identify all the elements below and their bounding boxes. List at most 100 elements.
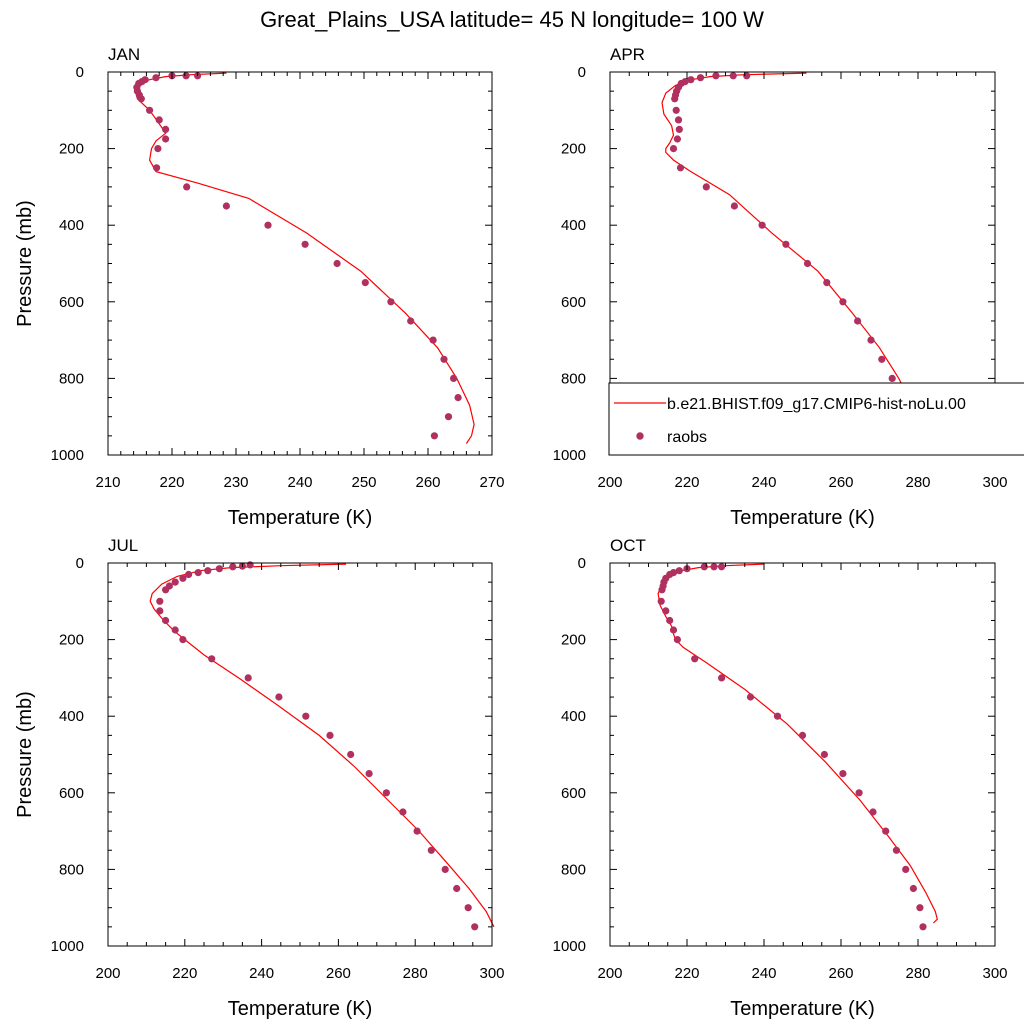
y-tick-label: 1000 <box>553 938 586 955</box>
obs-point <box>782 240 790 248</box>
panel-label: OCT <box>610 536 646 555</box>
obs-point <box>675 567 683 575</box>
x-tick-label: 300 <box>982 474 1007 491</box>
obs-point <box>194 569 202 577</box>
obs-point <box>464 904 472 912</box>
x-tick-label: 200 <box>95 965 120 982</box>
obs-point <box>302 712 310 720</box>
y-axis-label: Pressure (mb) <box>14 691 36 818</box>
obs-point <box>773 712 782 720</box>
obs-point <box>854 317 862 325</box>
obs-point <box>855 789 863 797</box>
y-tick-label: 1000 <box>51 938 84 955</box>
y-tick-label: 400 <box>561 708 586 725</box>
obs-point <box>183 183 191 191</box>
obs-point <box>222 202 230 210</box>
obs-point <box>179 636 187 644</box>
obs-point <box>671 95 679 103</box>
y-tick-label: 200 <box>59 141 84 158</box>
obs-point <box>823 279 831 287</box>
obs-point <box>674 116 683 124</box>
y-tick-label: 400 <box>59 708 84 725</box>
x-tick-label: 270 <box>479 474 504 491</box>
panel-label: JUL <box>108 536 138 555</box>
obs-point <box>916 904 924 912</box>
y-tick-label: 0 <box>578 64 586 81</box>
obs-point <box>710 563 718 571</box>
obs-point <box>429 336 437 344</box>
x-axis-label: Temperature (K) <box>730 507 875 529</box>
obs-point <box>676 164 685 172</box>
x-tick-label: 260 <box>415 474 440 491</box>
x-tick-label: 260 <box>828 474 853 491</box>
obs-point <box>162 135 170 143</box>
obs-point <box>867 336 875 344</box>
y-tick-label: 400 <box>59 217 84 234</box>
y-tick-label: 0 <box>76 555 84 572</box>
obs-point <box>427 846 435 854</box>
panel-jul: 200 220 240 260 280 300 0 200 400 600 800 1000 JUL Te… <box>14 536 505 1020</box>
obs-point <box>820 750 829 759</box>
obs-point <box>675 125 683 133</box>
obs-point <box>162 616 170 625</box>
x-tick-label: 240 <box>751 474 776 491</box>
obs-point <box>658 586 666 594</box>
x-tick-label: 220 <box>159 474 184 491</box>
obs-point <box>888 374 896 382</box>
y-tick-label: 200 <box>561 632 586 649</box>
obs-point <box>666 616 674 625</box>
x-tick-label: 300 <box>479 965 504 982</box>
obs-point <box>179 574 187 582</box>
obs-point <box>441 865 449 874</box>
y-tick-label: 0 <box>76 64 84 81</box>
x-tick-label: 280 <box>905 474 930 491</box>
x-tick-label: 300 <box>982 965 1007 982</box>
obs-point <box>687 76 695 84</box>
panel-jan: 210 220 230 240 250 260 270 0 200 400 600 800 1000 JA… <box>14 45 505 529</box>
panel-label: APR <box>610 45 645 64</box>
y-tick-label: 600 <box>59 294 84 311</box>
obs-point <box>387 298 395 306</box>
obs-point <box>450 374 458 382</box>
obs-point <box>440 355 448 363</box>
obs-point <box>798 731 807 740</box>
obs-point <box>208 655 216 663</box>
obs-point <box>154 145 162 153</box>
obs-point <box>892 846 901 854</box>
obs-point <box>673 636 682 644</box>
obs-point <box>382 789 390 797</box>
figure-title: Great_Plains_USA latitude= 45 N longitud… <box>260 7 764 32</box>
x-tick-label: 240 <box>751 965 776 982</box>
obs-point <box>156 597 164 605</box>
x-tick-label: 280 <box>403 965 428 982</box>
x-tick-label: 210 <box>95 474 120 491</box>
panel-apr: 200 220 240 260 280 300 0 200 400 600 800 1000 APR Te… <box>553 45 1008 529</box>
y-tick-label: 1000 <box>553 447 586 464</box>
panel-label: JAN <box>108 45 140 64</box>
x-tick-label: 200 <box>597 474 622 491</box>
model-line <box>661 72 923 433</box>
x-axis-label: Temperature (K) <box>228 507 373 529</box>
obs-point <box>669 145 678 153</box>
obs-point <box>702 183 710 191</box>
obs-point <box>171 578 179 586</box>
obs-point <box>919 923 927 931</box>
legend-obs-label: raobs <box>667 429 707 446</box>
obs-point <box>264 221 272 229</box>
y-tick-label: 0 <box>578 555 586 572</box>
obs-point <box>657 597 665 605</box>
legend-model-label: b.e21.BHIST.f09_g17.CMIP6-hist-noLu.00 <box>667 396 966 413</box>
obs-point <box>361 279 369 287</box>
obs-point <box>137 95 145 103</box>
y-tick-label: 200 <box>561 141 586 158</box>
obs-point <box>162 586 170 594</box>
obs-point <box>153 164 161 172</box>
x-tick-label: 260 <box>828 965 853 982</box>
obs-point <box>444 413 453 421</box>
obs-point <box>333 259 341 268</box>
obs-point <box>407 317 415 325</box>
obs-point <box>229 563 237 571</box>
obs-point <box>718 674 726 682</box>
obs-point <box>275 693 283 701</box>
x-tick-label: 220 <box>674 965 699 982</box>
